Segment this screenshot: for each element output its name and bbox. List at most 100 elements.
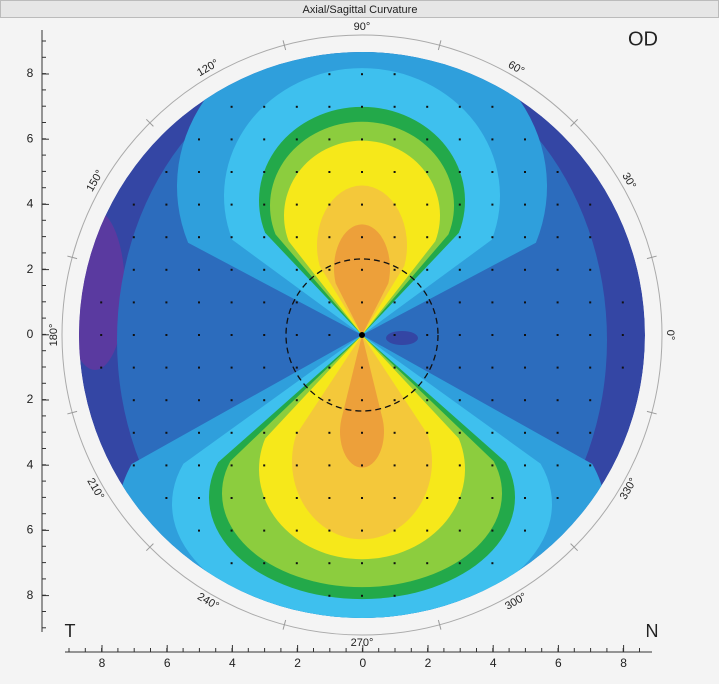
sample-dot (165, 399, 168, 402)
sample-dot (198, 464, 200, 467)
sample-dot (198, 138, 200, 141)
sample-dot (524, 236, 526, 239)
sample-dot (426, 529, 429, 532)
sample-dot (198, 171, 200, 173)
angle-tick (570, 118, 579, 127)
sample-dot (328, 464, 331, 467)
sample-dot (524, 431, 526, 434)
x-tick-label: 0 (359, 656, 366, 670)
sample-dot (426, 497, 429, 499)
sample-dot (295, 399, 298, 402)
sample-dot (589, 268, 592, 271)
sample-dot (556, 171, 559, 173)
sample-dot (295, 138, 298, 141)
sample-dot (230, 562, 233, 565)
sample-dot (263, 203, 266, 206)
sample-dot (361, 399, 363, 402)
sample-dot (426, 203, 429, 206)
sample-dot (393, 138, 396, 141)
y-tick-label: 8 (27, 66, 34, 80)
sample-dot (295, 171, 298, 173)
sample-dot (524, 203, 526, 206)
sample-dot (263, 236, 266, 239)
sample-dot (295, 529, 298, 532)
sample-dot (230, 301, 233, 304)
angle-label: 270° (351, 637, 374, 649)
sample-dot (132, 366, 135, 369)
sample-dot (132, 399, 135, 402)
sample-dot (328, 105, 331, 108)
sample-dot (491, 301, 494, 304)
sample-dot (426, 334, 429, 336)
y-tick-label: 4 (27, 457, 34, 471)
angle-tick (646, 410, 657, 415)
angle-tick (145, 118, 154, 127)
sample-dot (230, 529, 233, 532)
sample-dot (589, 366, 592, 369)
sample-dot (295, 366, 298, 369)
sample-dot (589, 334, 592, 336)
sample-dot (100, 334, 103, 336)
sample-dot (328, 73, 331, 76)
sample-dot (295, 497, 298, 499)
sample-dot (393, 73, 396, 76)
sample-dot (589, 203, 592, 206)
sample-dot (458, 171, 461, 173)
sample-dot (230, 171, 233, 173)
sample-dot (263, 464, 266, 467)
angle-tick (67, 410, 78, 415)
sample-dot (589, 431, 592, 434)
sample-dot (491, 399, 494, 402)
sample-dot (393, 301, 396, 304)
sample-dot (458, 236, 461, 239)
sample-dot (198, 268, 200, 271)
sample-dot (491, 366, 494, 369)
sample-dot (426, 236, 429, 239)
center-mark (359, 332, 365, 338)
sample-dot (361, 562, 363, 565)
sample-dot (295, 268, 298, 271)
sample-dot (426, 366, 429, 369)
sample-dot (393, 562, 396, 565)
x-tick-label: 4 (229, 656, 236, 670)
sample-dot (393, 236, 396, 239)
sample-dot (524, 399, 526, 402)
sample-dot (458, 464, 461, 467)
sample-dot (198, 497, 200, 499)
angle-label: 90° (354, 21, 371, 33)
sample-dot (263, 301, 266, 304)
angle-label: 180° (48, 324, 60, 347)
x-tick-label: 2 (425, 656, 432, 670)
sample-dot (491, 138, 494, 141)
sample-dot (328, 334, 331, 336)
sample-dot (556, 301, 559, 304)
angle-tick (570, 543, 579, 552)
sample-dot (198, 399, 200, 402)
sample-dot (621, 334, 624, 336)
sample-dot (458, 138, 461, 141)
sample-dot (100, 366, 103, 369)
sample-dot (328, 138, 331, 141)
sample-dot (524, 497, 526, 499)
sample-dot (165, 236, 168, 239)
x-tick-label: 4 (490, 656, 497, 670)
sample-dot (328, 268, 331, 271)
sample-dot (556, 334, 559, 336)
sample-dot (491, 268, 494, 271)
sample-dot (556, 431, 559, 434)
sample-dot (263, 399, 266, 402)
y-tick-label: 0 (27, 327, 34, 341)
sample-dot (328, 594, 331, 597)
sample-dot (165, 366, 168, 369)
sample-dot (230, 334, 233, 336)
sample-dot (361, 301, 363, 304)
sample-dot (458, 431, 461, 434)
sample-dot (230, 464, 233, 467)
sample-dot (132, 236, 135, 239)
sample-dot (263, 138, 266, 141)
sample-dot (458, 562, 461, 565)
sample-dot (361, 529, 363, 532)
angle-tick (282, 619, 287, 630)
sample-dot (458, 366, 461, 369)
